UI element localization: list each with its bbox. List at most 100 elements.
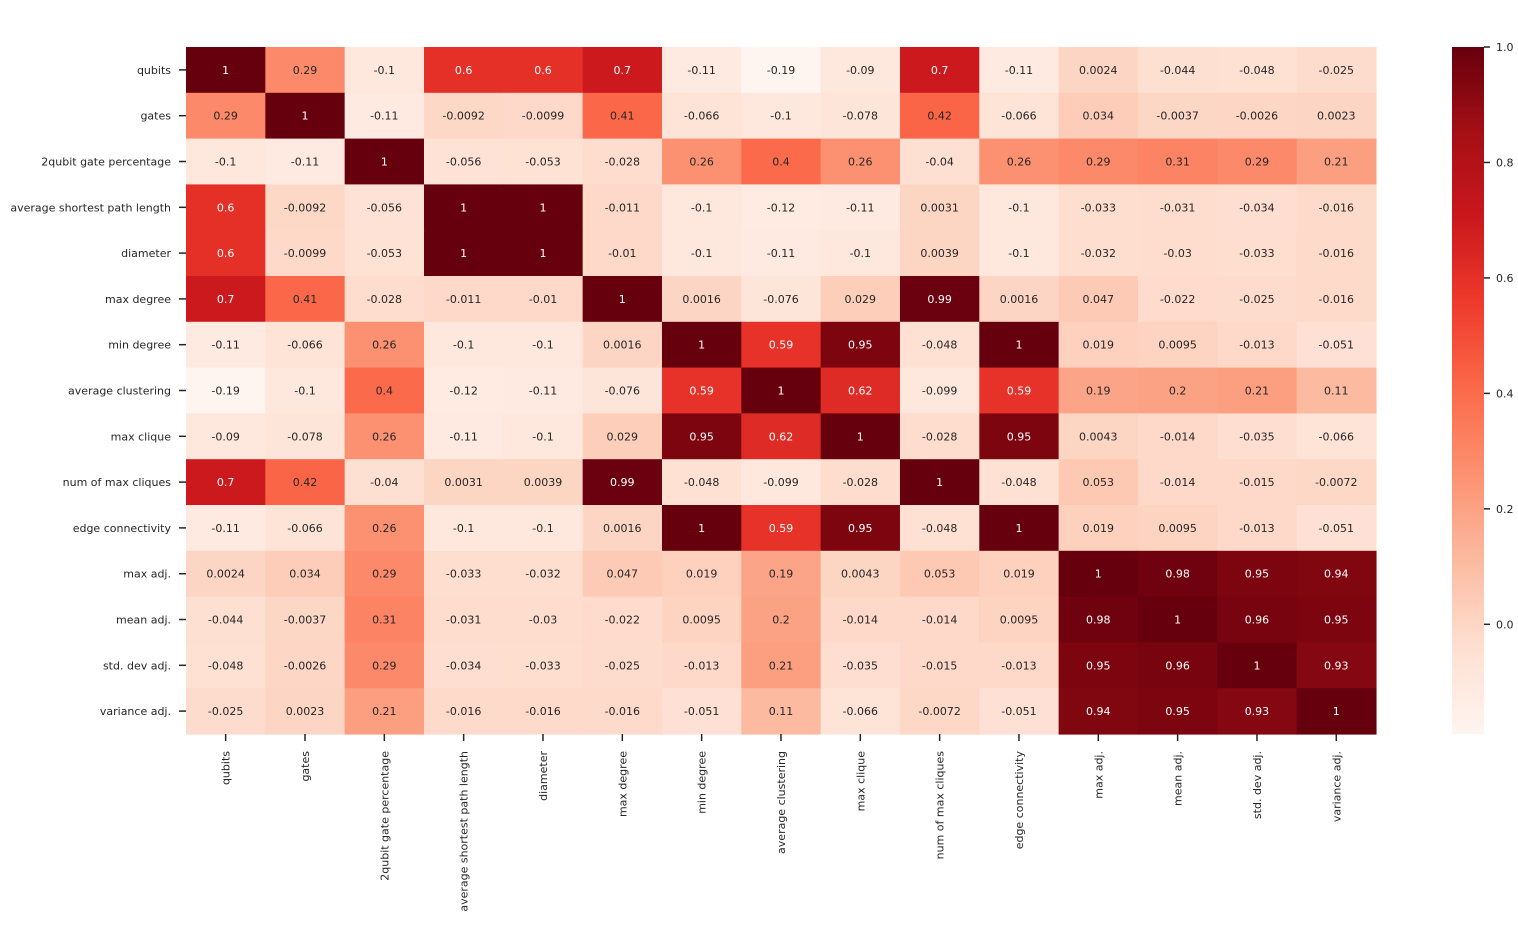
- x-tick-label-average-clustering: average clustering: [775, 751, 788, 854]
- cell-annotation-r10-c2: 0.26: [372, 522, 397, 535]
- cell-annotation-r3-c9: 0.0031: [920, 201, 959, 214]
- heatmap-cell-r7-c0: [186, 367, 266, 414]
- cell-annotation-r9-c6: -0.048: [684, 476, 719, 489]
- y-tick-label-num-of-max-cliques: num of max cliques: [63, 476, 172, 489]
- heatmap-cell-r7-c9: [899, 367, 980, 414]
- heatmap-cell-r1-c1: [265, 92, 346, 140]
- heatmap-cell-r6-c3: [423, 321, 504, 369]
- cell-annotation-r3-c11: -0.033: [1081, 201, 1116, 214]
- cell-annotation-r6-c0: -0.11: [211, 339, 239, 352]
- cell-annotation-r11-c6: 0.019: [686, 568, 718, 581]
- heatmap-cell-r9-c4: [503, 459, 584, 506]
- heatmap-cell-r7-c8: [820, 367, 901, 414]
- heatmap-cell-r10-c2: [344, 505, 425, 552]
- heatmap-cell-r9-c12: [1137, 459, 1218, 506]
- heatmap-cell-r6-c6: [661, 321, 742, 369]
- cell-annotation-r7-c1: -0.1: [294, 385, 315, 398]
- cell-annotation-r2-c12: 0.31: [1165, 156, 1190, 169]
- heatmap-cell-r9-c10: [979, 459, 1060, 506]
- heatmap-cell-r3-c8: [820, 184, 901, 231]
- cell-annotation-r7-c4: -0.11: [529, 385, 557, 398]
- cell-annotation-r7-c8: 0.62: [848, 385, 873, 398]
- heatmap-cell-r3-c9: [899, 184, 980, 231]
- heatmap-cell-r6-c7: [741, 321, 822, 369]
- heatmap-cell-r8-c10: [979, 413, 1060, 460]
- cell-annotation-r13-c5: -0.025: [605, 659, 640, 672]
- colorbar-tick-label-5: 1.0: [1496, 41, 1514, 54]
- colorbar-tick-label-0: 0.0: [1496, 618, 1514, 631]
- heatmap-cell-r7-c4: [503, 367, 584, 414]
- heatmap-cell-r12-c4: [503, 596, 584, 643]
- heatmap-cell-r12-c5: [582, 596, 663, 643]
- heatmap-cell-r0-c7: [741, 47, 822, 94]
- cell-annotation-r0-c8: -0.09: [846, 64, 874, 77]
- y-tick-label-average-shortest-path-length: average shortest path length: [10, 201, 171, 214]
- heatmap-cell-r11-c12: [1137, 550, 1218, 598]
- cell-annotation-r10-c5: 0.0016: [603, 522, 642, 535]
- heatmap-cell-r12-c14: [1296, 596, 1377, 643]
- cell-annotation-r4-c4: 1: [539, 247, 546, 260]
- heatmap-cell-r12-c1: [265, 596, 346, 643]
- heatmap-cell-r10-c6: [661, 505, 742, 552]
- y-tick-label-mean-adj: mean adj.: [116, 614, 171, 627]
- cell-annotation-r0-c9: 0.7: [931, 64, 949, 77]
- heatmap-cell-r7-c3: [423, 367, 504, 414]
- heatmap-cell-r12-c2: [344, 596, 425, 643]
- heatmap-cell-r12-c6: [661, 596, 742, 643]
- x-tick-label-max-clique: max clique: [854, 751, 867, 812]
- cell-annotation-r0-c5: 0.7: [614, 64, 632, 77]
- cell-annotation-r6-c1: -0.066: [287, 339, 322, 352]
- cell-annotation-r5-c2: -0.028: [367, 293, 402, 306]
- heatmap-cell-r7-c5: [582, 367, 663, 414]
- colorbar-tick-label-3: 0.6: [1496, 272, 1514, 285]
- heatmap-cell-r9-c11: [1058, 459, 1139, 506]
- heatmap-cell-r14-c9: [899, 688, 980, 735]
- cell-annotation-r9-c0: 0.7: [217, 476, 235, 489]
- x-axis: qubits gates 2qubit gate percentage average…: [220, 734, 1343, 912]
- cell-annotation-r3-c13: -0.034: [1239, 201, 1274, 214]
- cell-annotation-r3-c1: -0.0092: [284, 201, 326, 214]
- cell-annotation-r14-c6: -0.051: [684, 705, 719, 718]
- heatmap-cell-r2-c7: [741, 138, 822, 185]
- cell-annotation-r14-c4: -0.016: [525, 705, 560, 718]
- heatmap-cell-r13-c7: [741, 642, 822, 689]
- heatmap-cell-r11-c9: [899, 550, 980, 598]
- cell-annotation-r4-c6: -0.1: [691, 247, 712, 260]
- cell-annotation-r5-c13: -0.025: [1239, 293, 1274, 306]
- cell-annotation-r14-c5: -0.016: [605, 705, 640, 718]
- cell-annotation-r12-c1: -0.0037: [284, 614, 326, 627]
- cell-annotation-r5-c0: 0.7: [217, 293, 235, 306]
- heatmap-cell-r7-c14: [1296, 367, 1377, 414]
- cell-annotation-r3-c3: 1: [460, 201, 467, 214]
- heatmap-cell-r8-c6: [661, 413, 742, 460]
- cell-annotation-r1-c11: 0.034: [1083, 110, 1115, 123]
- cell-annotation-r11-c7: 0.19: [769, 568, 794, 581]
- heatmap-cell-r3-c11: [1058, 184, 1139, 231]
- x-tick-label-qubits: qubits: [220, 751, 233, 785]
- heatmap-cell-r10-c11: [1058, 505, 1139, 552]
- heatmap-cell-r1-c12: [1137, 92, 1218, 140]
- cell-annotation-r0-c7: -0.19: [767, 64, 795, 77]
- heatmap-cell-r14-c3: [423, 688, 504, 735]
- cell-annotation-r0-c6: -0.11: [687, 64, 715, 77]
- cell-annotation-r13-c10: -0.013: [1001, 659, 1036, 672]
- y-tick-label-gates: gates: [140, 110, 171, 123]
- cell-annotation-r8-c11: 0.0043: [1079, 430, 1118, 443]
- heatmap-cell-r2-c9: [899, 138, 980, 185]
- heatmap-cell-r1-c4: [503, 92, 584, 140]
- cell-annotation-r7-c11: 0.19: [1086, 385, 1111, 398]
- cell-annotation-r11-c3: -0.033: [446, 568, 481, 581]
- cell-annotation-r1-c0: 0.29: [213, 110, 238, 123]
- cell-annotation-r3-c8: -0.11: [846, 201, 874, 214]
- heatmap-cell-r6-c5: [582, 321, 663, 369]
- cell-annotation-r7-c3: -0.12: [449, 385, 477, 398]
- heatmap-cell-r13-c10: [979, 642, 1060, 689]
- heatmap-cell-r11-c3: [423, 550, 504, 598]
- heatmap-cell-r1-c13: [1217, 92, 1298, 140]
- x-tick-label-min-degree: min degree: [696, 751, 709, 814]
- heatmap-cell-r1-c11: [1058, 92, 1139, 140]
- cell-annotation-r8-c5: 0.029: [607, 430, 639, 443]
- cell-annotation-r13-c4: -0.033: [525, 659, 560, 672]
- heatmap-cell-r1-c5: [582, 92, 663, 140]
- heatmap-cell-r13-c9: [899, 642, 980, 689]
